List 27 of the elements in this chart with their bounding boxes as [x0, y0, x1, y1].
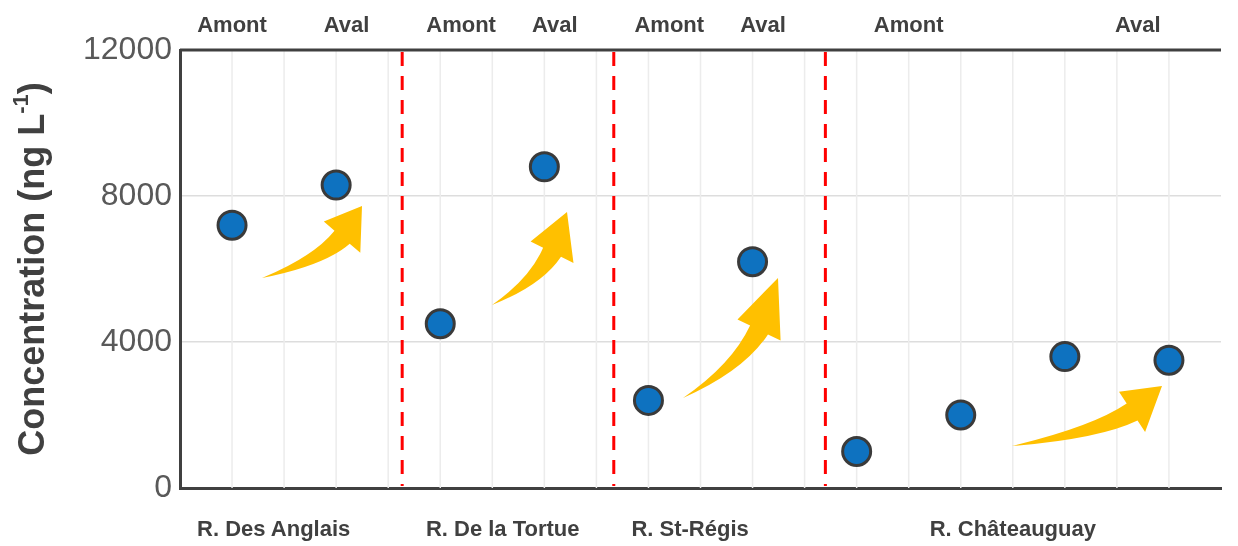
text: R. St-Régis	[631, 516, 749, 542]
point	[1049, 341, 1081, 373]
point	[216, 209, 248, 241]
point	[320, 169, 352, 201]
text: Aval	[531, 12, 578, 38]
text: Aval	[740, 12, 786, 38]
y-tick-label: 8000	[100, 175, 172, 212]
point	[737, 246, 769, 278]
text: R. Des Anglais	[197, 516, 351, 542]
y-tick-label: 12000	[83, 29, 172, 66]
point	[1153, 344, 1185, 376]
text: R. Châteauguay	[929, 516, 1097, 542]
text: R. De la Tortue	[425, 516, 580, 542]
text: Amont	[197, 12, 268, 38]
y-tick-label: 0	[154, 467, 172, 504]
text: Amont	[873, 12, 945, 38]
text: Aval	[323, 12, 370, 38]
y-tick-label: 4000	[100, 321, 172, 358]
text: Amont	[634, 12, 705, 38]
point	[945, 399, 977, 431]
text: Amont	[426, 12, 497, 38]
point	[528, 151, 560, 183]
text: Aval	[1114, 12, 1161, 38]
point	[841, 436, 873, 467]
y-axis-title: Concentration (ng L-1)	[8, 82, 52, 456]
point	[632, 384, 664, 416]
point	[424, 308, 456, 340]
